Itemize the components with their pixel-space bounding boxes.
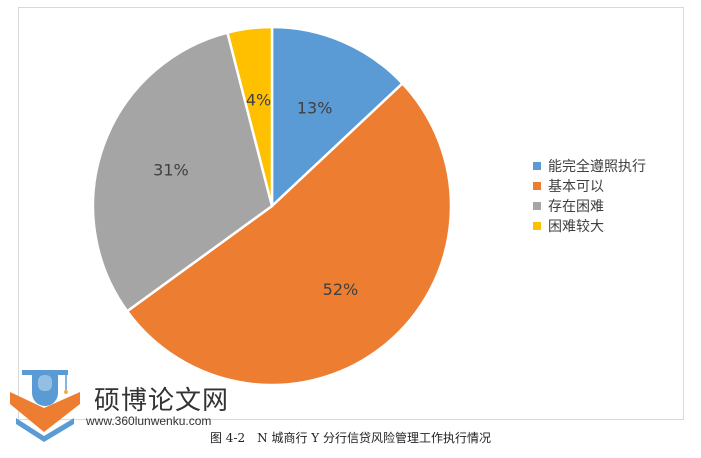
legend-label: 基本可以 bbox=[548, 179, 604, 195]
watermark: 硕博论文网 www.360lunwenku.com bbox=[8, 364, 278, 442]
legend-swatch-icon bbox=[533, 202, 541, 210]
watermark-title: 硕博论文网 bbox=[94, 386, 230, 416]
pie-slice bbox=[270, 25, 405, 209]
legend-swatch-icon bbox=[533, 182, 541, 190]
legend-label: 存在困难 bbox=[548, 199, 604, 215]
legend-label: 困难较大 bbox=[548, 219, 604, 235]
legend-swatch-icon bbox=[533, 222, 541, 230]
slice-value-label: 52% bbox=[323, 280, 359, 299]
legend-swatch-icon bbox=[533, 162, 541, 170]
figure-caption: 图 4-2 N 城商行 Y 分行信贷风险管理工作执行情况 bbox=[209, 431, 491, 445]
legend-item: 存在困难 bbox=[533, 196, 646, 216]
slice-value-label: 4% bbox=[246, 90, 271, 109]
legend-label: 能完全遵照执行 bbox=[548, 159, 646, 175]
slice-value-label: 13% bbox=[297, 98, 333, 117]
legend-item: 基本可以 bbox=[533, 176, 646, 196]
legend-item: 能完全遵照执行 bbox=[533, 156, 646, 176]
pie-slice bbox=[91, 31, 274, 313]
legend-item: 困难较大 bbox=[533, 216, 646, 236]
pie-slice bbox=[225, 25, 274, 207]
pie-slice bbox=[125, 81, 453, 387]
watermark-url: www.360lunwenku.com bbox=[86, 414, 212, 428]
chart-legend: 能完全遵照执行 基本可以 存在困难 困难较大 bbox=[533, 156, 646, 236]
slice-value-label: 31% bbox=[153, 161, 189, 180]
graduation-cap-book-icon bbox=[10, 370, 80, 442]
